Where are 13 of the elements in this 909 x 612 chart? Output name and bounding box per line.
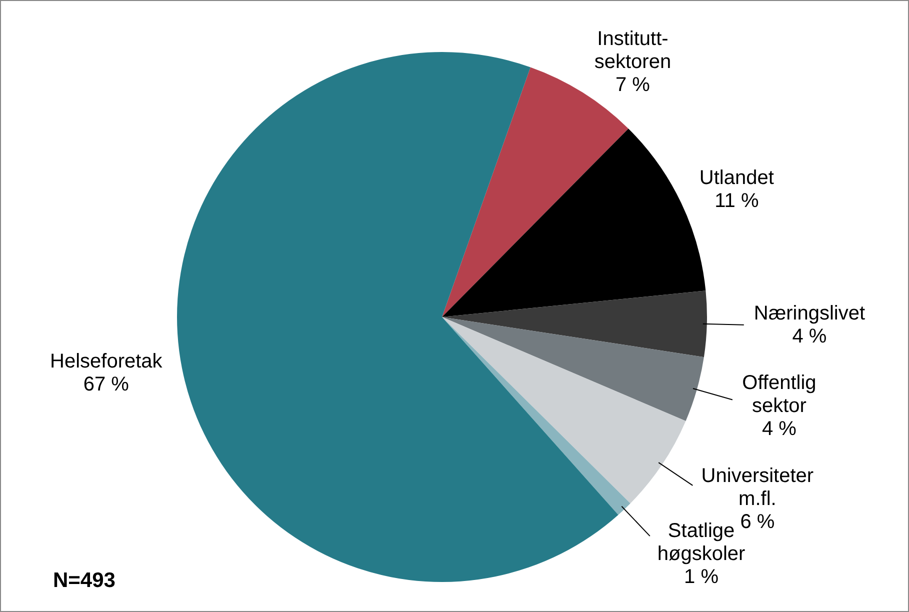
slice-label: Institutt- sektoren xyxy=(594,28,672,74)
data-label: 1 % xyxy=(684,566,719,588)
slice-label: Utlandet xyxy=(699,167,774,190)
data-label: 4 % xyxy=(762,418,797,440)
slice-label: Næringslivet xyxy=(754,302,866,324)
data-label: 67 % xyxy=(83,374,130,396)
slice-label: Helseforetak xyxy=(50,350,164,373)
slice-label: Offentlig sektor xyxy=(742,372,816,418)
data-label: 11 % xyxy=(714,190,759,212)
text: N=493 xyxy=(53,569,116,593)
data-label: 4 % xyxy=(792,325,827,348)
slice-label: Universiteter m.fl. xyxy=(701,465,814,510)
data-label: 7 % xyxy=(616,74,650,96)
